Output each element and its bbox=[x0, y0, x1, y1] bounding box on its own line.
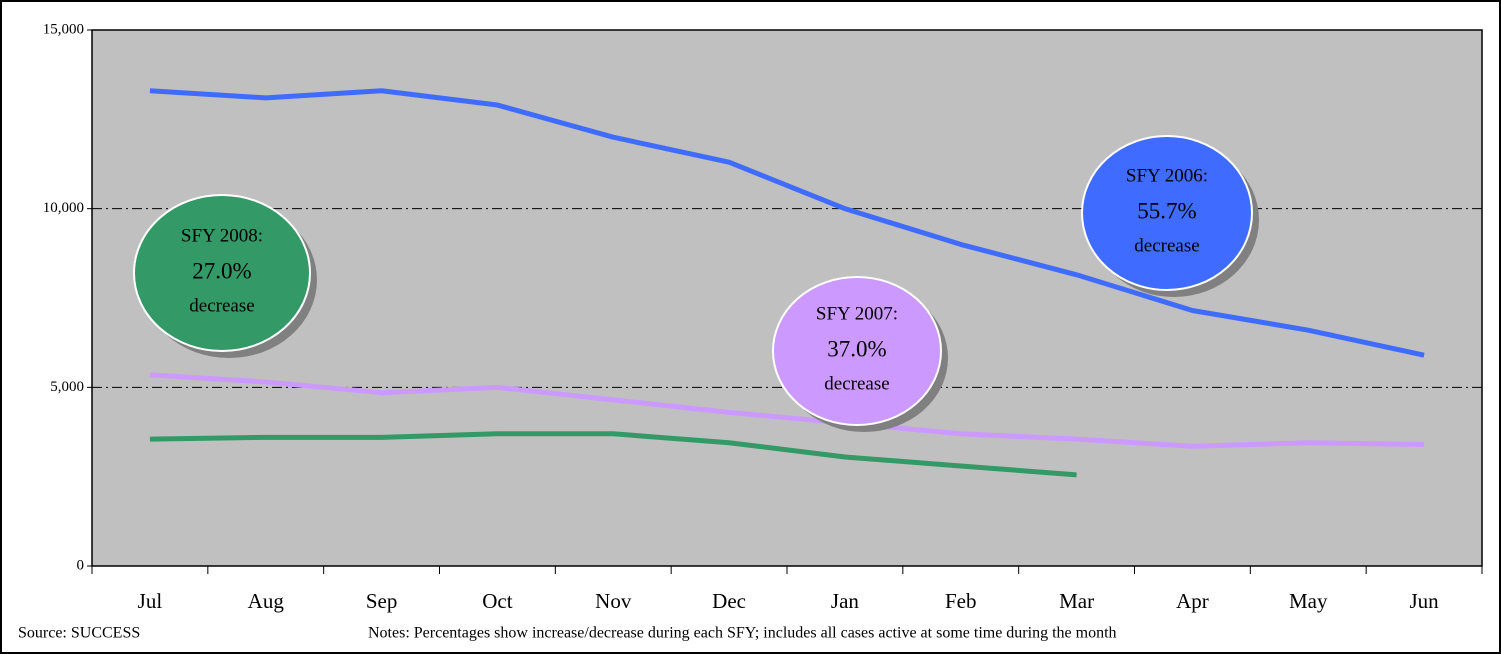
annotation-text: decrease bbox=[824, 373, 889, 394]
source: Source: SUCCESS bbox=[18, 625, 140, 642]
annotation-text: SFY 2006: bbox=[1126, 165, 1208, 186]
x-tick-label: Sep bbox=[366, 589, 398, 613]
x-tick-label: Mar bbox=[1059, 589, 1094, 613]
annotation-text: 55.7% bbox=[1137, 198, 1196, 223]
x-tick-label: Dec bbox=[712, 589, 746, 613]
annotation-text: decrease bbox=[1134, 235, 1199, 256]
y-tick-label: 15,000 bbox=[43, 21, 84, 37]
y-tick-label: 5,000 bbox=[50, 379, 84, 395]
x-tick-label: May bbox=[1289, 589, 1328, 613]
bubble bbox=[1081, 135, 1253, 291]
annotation-text: decrease bbox=[189, 295, 254, 316]
y-tick-label: 0 bbox=[77, 557, 85, 573]
annotation-text: 37.0% bbox=[827, 336, 886, 361]
x-tick-label: Jan bbox=[831, 589, 859, 613]
x-tick-label: Apr bbox=[1176, 589, 1209, 613]
bubble bbox=[133, 194, 311, 352]
x-tick-label: Nov bbox=[595, 589, 632, 613]
annotation-text: 27.0% bbox=[192, 258, 251, 283]
x-tick-label: Jun bbox=[1409, 589, 1439, 613]
plot-area bbox=[91, 29, 1483, 567]
annotation-text: SFY 2007: bbox=[816, 303, 898, 324]
notes: Notes: Percentages show increase/decreas… bbox=[368, 625, 1117, 642]
annotation-text: SFY 2008: bbox=[181, 225, 263, 246]
x-tick-label: Jul bbox=[138, 589, 163, 613]
series-line bbox=[149, 431, 1077, 478]
x-tick-label: Aug bbox=[248, 589, 285, 613]
x-tick-label: Oct bbox=[482, 589, 512, 613]
series-line bbox=[149, 88, 1425, 358]
y-tick-label: 10,000 bbox=[43, 200, 84, 216]
bubble bbox=[772, 276, 942, 426]
series-line bbox=[149, 372, 1425, 449]
x-tick-label: Feb bbox=[945, 589, 977, 613]
